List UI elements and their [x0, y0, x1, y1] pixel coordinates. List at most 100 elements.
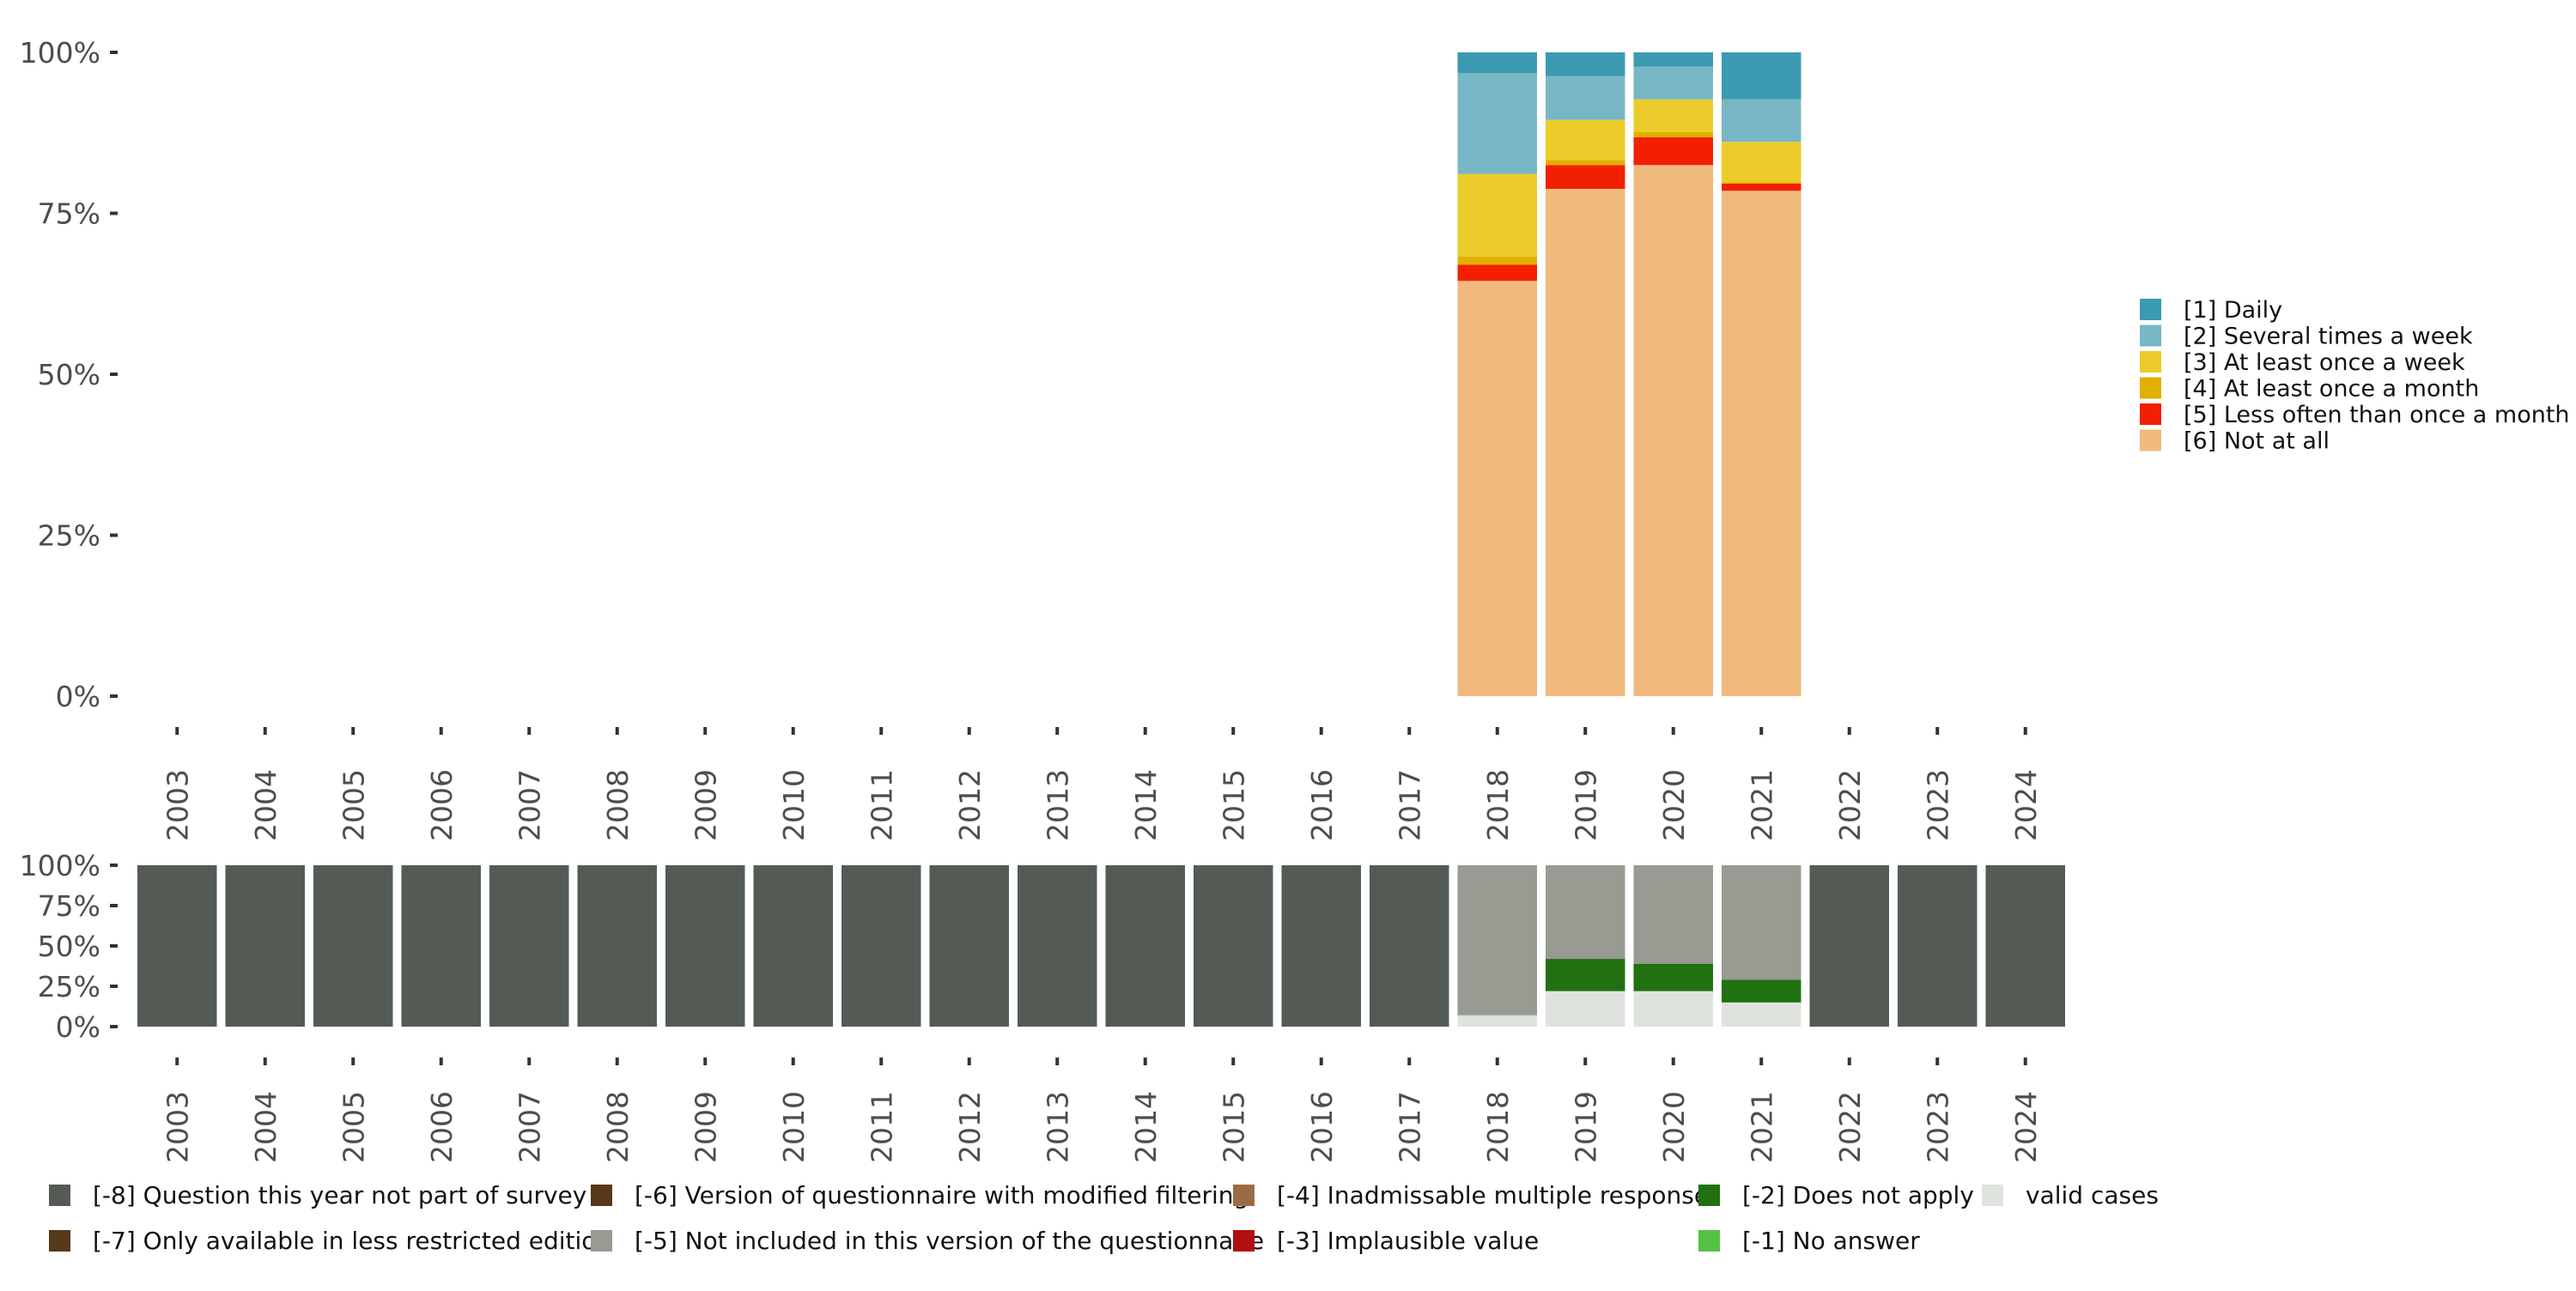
x-tick-label: 2018	[1481, 769, 1515, 841]
legend-swatch	[49, 1185, 70, 1206]
legend-swatch	[1698, 1230, 1720, 1252]
bar-segment-2019-s0	[1546, 189, 1625, 696]
legend-right: [1] Daily[2] Several times a week[3] At …	[2140, 297, 2570, 455]
y-tick-label: 25%	[38, 519, 100, 553]
legend-swatch	[591, 1230, 612, 1252]
chart-main: 0% 25% 50% 75% 100% 2003 2004 2005 2006 2007 2008 2…	[20, 36, 2570, 841]
x-tick-label: 2004	[249, 769, 283, 841]
y-tick-label: 100%	[20, 36, 100, 70]
x-tick-label: 2004	[249, 1091, 283, 1163]
legend-swatch	[2140, 403, 2161, 425]
x-tick-label: 2015	[1217, 769, 1250, 841]
x-tick-label: 2021	[1745, 769, 1778, 841]
bar-segment-2020-s5	[1633, 52, 1713, 67]
x-tick-label: 2010	[777, 1091, 811, 1163]
bar-segment-2019-s3	[1546, 119, 1625, 161]
bar-segment-2017-s3	[1370, 865, 1449, 1027]
legend-label: [2] Several times a week	[2184, 324, 2473, 350]
bar-segment-2021-s5	[1722, 52, 1801, 100]
bar-segment-2018-s2	[1457, 865, 1537, 1015]
bar-segment-2018-s1	[1457, 264, 1537, 282]
legend-swatch	[2140, 429, 2161, 452]
legend-label: [-7] Only available in less restricted e…	[93, 1227, 611, 1255]
chart-missing-overview: 0% 25% 50% 75% 100% 2003 2004 2005 2006 2007 2008 2…	[20, 849, 2159, 1255]
bar-segment-2020-s4	[1633, 66, 1713, 100]
legend-label: [-1] No answer	[1742, 1227, 1920, 1255]
bar-segment-2020-s0	[1633, 165, 1713, 696]
bar-segment-2010-s3	[753, 865, 833, 1027]
x-tick-label: 2005	[337, 769, 370, 841]
bar-segment-2020-s0	[1633, 991, 1713, 1027]
legend-swatch	[2140, 377, 2161, 399]
bar-segment-2021-s1	[1722, 184, 1801, 191]
x-tick-label: 2003	[161, 769, 194, 841]
bar-segment-2018-s2	[1457, 256, 1537, 265]
y-tick-label: 50%	[38, 930, 100, 963]
legend-label: [-4] Inadmissable multiple response	[1277, 1181, 1709, 1209]
bar-segment-2008-s3	[577, 865, 657, 1027]
bar-segment-2003-s3	[137, 865, 217, 1027]
legend-label: [1] Daily	[2184, 297, 2282, 324]
x-tick-label: 2009	[689, 1091, 722, 1163]
bar-segment-2021-s1	[1722, 979, 1801, 1003]
x-tick-label: 2012	[953, 769, 987, 841]
y-tick-label: 50%	[38, 358, 100, 391]
x-tick-label: 2013	[1041, 1091, 1074, 1163]
bar-segment-2016-s3	[1281, 865, 1361, 1027]
x-tick-label: 2019	[1569, 1091, 1602, 1163]
x-tick-label: 2015	[1217, 1091, 1250, 1163]
bar-segment-2021-s4	[1722, 99, 1801, 142]
x-tick-label: 2021	[1745, 1091, 1778, 1163]
bar-segment-2004-s3	[225, 865, 305, 1027]
bar-segment-2019-s4	[1546, 76, 1625, 120]
x-tick-label: 2020	[1657, 1091, 1691, 1163]
bar-segment-2018-s4	[1457, 73, 1537, 174]
x-tick-label: 2024	[2009, 1091, 2043, 1163]
bar-segment-2022-s3	[1809, 865, 1889, 1027]
x-tick-label: 2018	[1481, 1091, 1515, 1163]
x-tick-label: 2022	[1833, 1091, 1867, 1163]
x-tick-label: 2016	[1305, 1091, 1339, 1163]
x-tick-label: 2014	[1129, 769, 1163, 841]
x-tick-label: 2020	[1657, 769, 1691, 841]
bar-segment-2007-s3	[489, 865, 569, 1027]
bar-segment-2005-s3	[313, 865, 393, 1027]
bar-segment-2014-s3	[1105, 865, 1185, 1027]
bar-segment-2021-s2	[1722, 182, 1801, 184]
x-tick-label: 2024	[2009, 769, 2043, 841]
legend-swatch	[1698, 1185, 1720, 1206]
legend-label: [5] Less often than once a month	[2184, 402, 2570, 428]
bar-segment-2013-s3	[1018, 865, 1097, 1027]
x-tick-label: 2022	[1833, 769, 1867, 841]
bar-segment-2021-s3	[1722, 142, 1801, 183]
y-tick-label: 25%	[38, 970, 100, 1003]
x-tick-label: 2017	[1393, 1091, 1426, 1163]
legend-swatch	[591, 1185, 612, 1206]
bar-segment-2020-s2	[1633, 865, 1713, 964]
bar-segment-2019-s0	[1546, 991, 1625, 1027]
bar-segment-2019-s1	[1546, 165, 1625, 189]
x-tick-label: 2008	[601, 769, 635, 841]
bar-segment-2023-s3	[1898, 865, 1978, 1027]
x-tick-label: 2007	[513, 769, 546, 841]
legend-swatch	[1982, 1185, 2003, 1206]
x-tick-label: 2009	[689, 769, 722, 841]
bar-segment-2020-s1	[1633, 963, 1713, 991]
bar-segment-2018-s0	[1457, 281, 1537, 696]
legend-swatch	[1233, 1230, 1255, 1252]
x-tick-label: 2019	[1569, 769, 1602, 841]
x-tick-label: 2007	[513, 1091, 546, 1163]
bar-segment-2020-s2	[1633, 132, 1713, 137]
legend-swatch	[2140, 299, 2161, 320]
x-tick-label: 2003	[161, 1091, 194, 1163]
bar-segment-2006-s3	[401, 865, 481, 1027]
legend-label: [-3] Implausible value	[1277, 1227, 1539, 1255]
x-tick-label: 2023	[1921, 1091, 1954, 1163]
legend-label: [-8] Question this year not part of surv…	[93, 1181, 586, 1209]
bar-segment-2024-s3	[1985, 865, 2065, 1027]
x-tick-label: 2016	[1305, 769, 1339, 841]
bar-segment-2020-s3	[1633, 99, 1713, 132]
x-tick-label: 2006	[425, 769, 459, 841]
